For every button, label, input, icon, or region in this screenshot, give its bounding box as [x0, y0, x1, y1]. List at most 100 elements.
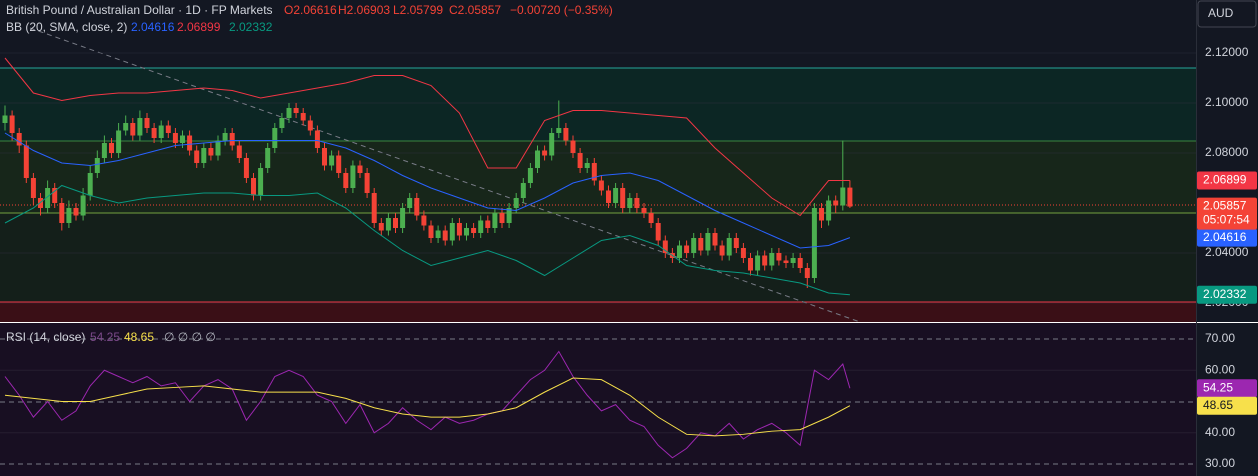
rsi-ma-value: 48.65	[124, 330, 154, 344]
candle-body	[513, 198, 519, 208]
candle-body	[776, 253, 782, 261]
candle-body	[407, 198, 413, 208]
candle-body	[23, 145, 29, 178]
value-tag	[1197, 171, 1257, 190]
candle-body	[464, 228, 469, 236]
candle-body	[16, 133, 22, 146]
candle-body	[584, 163, 590, 168]
candle-body	[94, 158, 100, 173]
candle-body	[101, 143, 107, 158]
candle-body	[719, 245, 725, 256]
candle-body	[535, 150, 540, 168]
candle-body	[506, 208, 512, 223]
candle-body	[740, 248, 746, 258]
candle-body	[123, 123, 129, 131]
candle-body	[783, 260, 789, 263]
zone	[0, 213, 1196, 302]
candle-body	[726, 238, 732, 256]
value-tag-label: 48.65	[1203, 398, 1233, 412]
candle-body	[428, 225, 434, 238]
candle-body	[442, 230, 448, 241]
y-tick-label: 60.00	[1205, 362, 1235, 376]
currency-box[interactable]	[1197, 0, 1257, 28]
candle-body	[371, 193, 377, 223]
candle-body	[627, 198, 633, 208]
candle-body	[598, 180, 604, 191]
candle-body	[826, 200, 832, 221]
candle-body	[762, 255, 768, 266]
candle-body	[797, 258, 803, 268]
candle-body	[158, 125, 164, 138]
candle-body	[236, 145, 242, 158]
candle-body	[499, 213, 505, 223]
candle-body	[2, 115, 8, 123]
y-tick-label: 40.00	[1205, 425, 1235, 439]
candle-body	[393, 218, 398, 228]
candle-body	[485, 220, 491, 228]
candle-body	[272, 128, 278, 148]
ohlc-close: C2.05857	[449, 3, 501, 17]
candle-body	[684, 245, 690, 253]
labels: British Pound / Australian Dollar · 1D ·…	[6, 0, 1257, 470]
candle-body	[591, 163, 597, 181]
candle-body	[80, 195, 86, 216]
candle-body	[492, 213, 498, 228]
candle-body	[648, 213, 654, 223]
candle-body	[165, 125, 171, 133]
rsi-value: 54.25	[90, 330, 120, 344]
candle-body	[769, 253, 775, 266]
candle-body	[215, 140, 221, 156]
candle-body	[30, 178, 36, 198]
trend-line	[29, 27, 861, 323]
candle-body	[456, 223, 462, 236]
zone	[0, 302, 1196, 322]
candle-body	[300, 113, 306, 121]
bb-mid-value: 2.04616	[131, 20, 175, 34]
value-tag-label: 2.04616	[1203, 230, 1247, 244]
candle-body	[243, 158, 249, 178]
candle-body	[691, 238, 697, 253]
candle-body	[527, 168, 533, 183]
candle-body	[314, 130, 320, 148]
candle-body	[655, 223, 661, 241]
candle-body	[87, 173, 93, 196]
y-tick-label: 30.00	[1205, 456, 1235, 470]
candle-body	[698, 238, 704, 251]
bb-upper-value: 2.06899	[177, 20, 221, 34]
zone	[0, 68, 1196, 141]
candle-body	[449, 223, 455, 241]
ohlc-high: H2.06903	[338, 3, 390, 17]
candle-body	[677, 245, 682, 258]
candle-body	[194, 150, 200, 163]
candle-body	[549, 133, 555, 156]
candle-body	[116, 130, 122, 153]
candle-body	[705, 233, 711, 251]
candle-body	[556, 128, 562, 133]
series-line	[4, 377, 851, 437]
candle-body	[322, 148, 327, 166]
marks	[0, 52, 1196, 465]
candle-body	[435, 230, 441, 238]
candle-body	[819, 208, 824, 221]
candle-body	[144, 118, 150, 128]
candle-body	[733, 238, 739, 248]
rsi-indicator: RSI (14, close)	[6, 330, 85, 344]
candle-body	[471, 228, 477, 233]
candle-body	[811, 208, 817, 278]
candle-body	[251, 178, 256, 196]
candle-body	[265, 148, 271, 168]
candle-body	[421, 215, 427, 226]
candle-body	[130, 123, 136, 136]
value-tag-label: 2.02332	[1203, 287, 1247, 301]
y-tick-label: 2.10000	[1205, 95, 1249, 109]
candle-body	[279, 118, 285, 128]
candle-body	[293, 108, 299, 113]
candle-body	[336, 155, 342, 173]
candle-body	[364, 173, 370, 193]
candle-body	[258, 168, 264, 196]
value-tag	[1197, 379, 1257, 398]
candle-body	[229, 133, 235, 146]
currency[interactable]: AUD	[1208, 6, 1234, 20]
